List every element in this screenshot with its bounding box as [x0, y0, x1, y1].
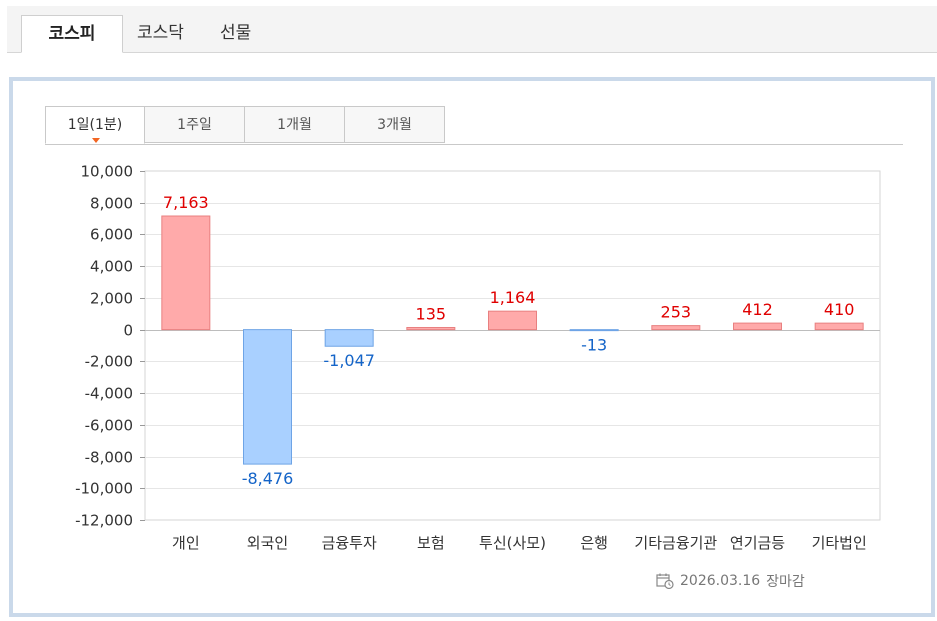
bar-7 — [733, 322, 782, 331]
tab-period-1week[interactable]: 1주일 — [145, 106, 245, 143]
x-tick-label-6: 기타금융기관 — [634, 534, 717, 552]
tab-period-1day[interactable]: 1일(1분) — [45, 106, 145, 144]
x-tick-label-3: 보험 — [417, 534, 445, 552]
y-tick-label: -8,000 — [85, 449, 133, 467]
data-label-2: -1,047 — [323, 351, 375, 370]
data-label-8: 410 — [824, 300, 855, 319]
x-tick-label-7: 연기금등 — [730, 534, 785, 552]
y-tick-label: 6,000 — [90, 226, 133, 244]
y-tick-label: -2,000 — [85, 353, 133, 371]
y-tick-label: 8,000 — [90, 195, 133, 213]
bar-4 — [488, 310, 537, 331]
active-tab-marker-icon — [92, 138, 100, 143]
y-tick-label: -10,000 — [75, 480, 133, 498]
x-tick-label-4: 투신(사모) — [479, 534, 546, 552]
data-label-0: 7,163 — [163, 193, 209, 212]
x-tick-label-0: 개인 — [172, 534, 200, 552]
bar-8 — [814, 322, 864, 331]
bar-3 — [406, 326, 456, 331]
y-tick-label: -4,000 — [85, 385, 133, 403]
y-tick-label: -12,000 — [75, 512, 133, 530]
bar-1 — [243, 329, 292, 465]
market-tab-bar: 코스피 코스닥 선물 — [7, 6, 937, 53]
data-label-3: 135 — [416, 304, 447, 323]
tab-period-3month[interactable]: 3개월 — [345, 106, 445, 143]
y-tick-label: -6,000 — [85, 417, 133, 435]
period-tab-bar: 1일(1분) 1주일 1개월 3개월 — [45, 106, 903, 145]
data-label-1: -8,476 — [242, 469, 294, 488]
data-label-4: 1,164 — [490, 288, 536, 307]
data-label-6: 253 — [661, 303, 692, 322]
y-tick-label: 2,000 — [90, 290, 133, 308]
tab-period-1month[interactable]: 1개월 — [245, 106, 345, 143]
bar-6 — [651, 325, 701, 331]
x-tick-label-2: 금융투자 — [322, 534, 377, 552]
footnote-status: 장마감 — [766, 574, 805, 590]
footnote-date: 2026.03.16 — [680, 573, 761, 589]
bar-2 — [324, 329, 374, 347]
calendar-clock-icon — [656, 573, 674, 589]
y-tick-label: 0 — [123, 322, 133, 340]
x-tick-label-5: 은행 — [580, 534, 608, 552]
tab-futures[interactable]: 선물 — [220, 23, 252, 43]
data-label-7: 412 — [742, 300, 773, 319]
bar-5 — [569, 329, 619, 332]
chart-footnote: 2026.03.16 장마감 — [656, 571, 805, 591]
x-tick-label-1: 외국인 — [247, 534, 288, 552]
tab-period-1day-label: 1일(1분) — [67, 117, 123, 133]
tab-kospi[interactable]: 코스피 — [21, 15, 123, 53]
tab-kosdaq[interactable]: 코스닥 — [137, 23, 184, 43]
y-tick-label: 10,000 — [81, 163, 134, 181]
bar-0 — [161, 215, 211, 331]
data-label-5: -13 — [581, 336, 607, 355]
x-tick-label-8: 기타법인 — [812, 534, 867, 552]
y-tick-label: 4,000 — [90, 258, 133, 276]
